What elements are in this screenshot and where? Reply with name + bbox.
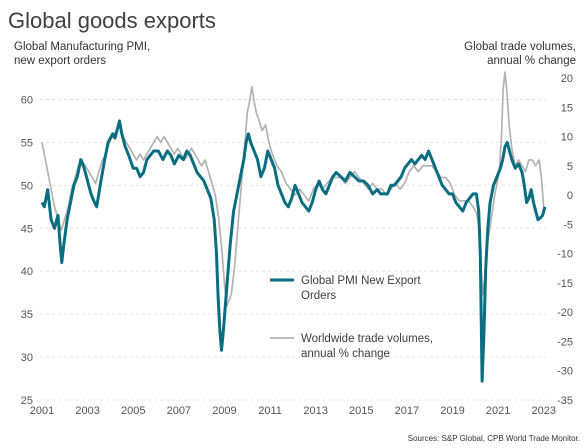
series-line-pmi-export-orders xyxy=(40,119,547,383)
right-axis-ticks: -35 -30 -25 -20 -15 -10 -5 0 5 10 15 20 xyxy=(557,73,573,407)
x-axis-ticks: 2001 2003 2005 2007 2009 2011 2013 2015 2017 2019… xyxy=(30,405,556,417)
x-tick-label: 2015 xyxy=(349,405,373,417)
chart-title: Global goods exports xyxy=(8,8,216,33)
legend-label-trade-line-1: Worldwide trade volumes, xyxy=(301,333,433,345)
right-tick-label: 20 xyxy=(561,73,573,85)
left-tick-label: 60 xyxy=(21,94,33,106)
left-axis-title-line-1: Global Manufacturing PMI, xyxy=(14,41,150,53)
left-tick-label: 40 xyxy=(21,266,33,278)
x-tick-label: 2005 xyxy=(121,405,145,417)
left-tick-label: 50 xyxy=(21,180,33,192)
legend-label-trade-line-2: annual % change xyxy=(301,348,390,360)
right-axis-title-line-2: annual % change xyxy=(487,55,576,67)
right-tick-label: -5 xyxy=(563,219,573,231)
right-tick-label: -35 xyxy=(557,395,573,407)
legend: Global PMI New Export Orders Worldwide t… xyxy=(270,275,433,360)
right-tick-label: 5 xyxy=(567,161,573,173)
left-axis-title-line-2: new export orders xyxy=(14,55,106,67)
right-axis-title-line-1: Global trade volumes, xyxy=(464,41,576,53)
left-tick-label: 45 xyxy=(21,223,33,235)
gridlines xyxy=(40,98,546,401)
x-tick-label: 2009 xyxy=(212,405,236,417)
legend-label-pmi-line-1: Global PMI New Export xyxy=(301,275,421,287)
right-tick-label: 0 xyxy=(567,190,573,202)
left-tick-label: 25 xyxy=(21,395,33,407)
right-tick-label: -15 xyxy=(557,278,573,290)
x-tick-label: 2023 xyxy=(531,405,555,417)
x-tick-label: 2003 xyxy=(75,405,99,417)
source-note: Sources: S&P Global, CPB World Trade Mon… xyxy=(408,434,580,443)
left-axis-ticks: 25 30 35 40 45 50 55 60 xyxy=(21,94,33,407)
x-tick-label: 2017 xyxy=(395,405,419,417)
x-tick-label: 2019 xyxy=(440,405,464,417)
left-tick-label: 30 xyxy=(21,352,33,364)
x-tick-label: 2013 xyxy=(303,405,327,417)
right-tick-label: -25 xyxy=(557,336,573,348)
x-tick-label: 2011 xyxy=(258,405,282,417)
right-tick-label: -30 xyxy=(557,366,573,378)
right-tick-label: 10 xyxy=(561,132,573,144)
x-tick-label: 2001 xyxy=(30,405,54,417)
legend-label-pmi-line-2: Orders xyxy=(301,290,336,302)
left-tick-label: 35 xyxy=(21,309,33,321)
x-tick-label: 2021 xyxy=(486,405,510,417)
x-tick-label: 2007 xyxy=(167,405,191,417)
right-tick-label: 15 xyxy=(561,102,573,114)
right-tick-label: -10 xyxy=(557,249,573,261)
right-tick-label: -20 xyxy=(557,307,573,319)
left-tick-label: 55 xyxy=(21,137,33,149)
